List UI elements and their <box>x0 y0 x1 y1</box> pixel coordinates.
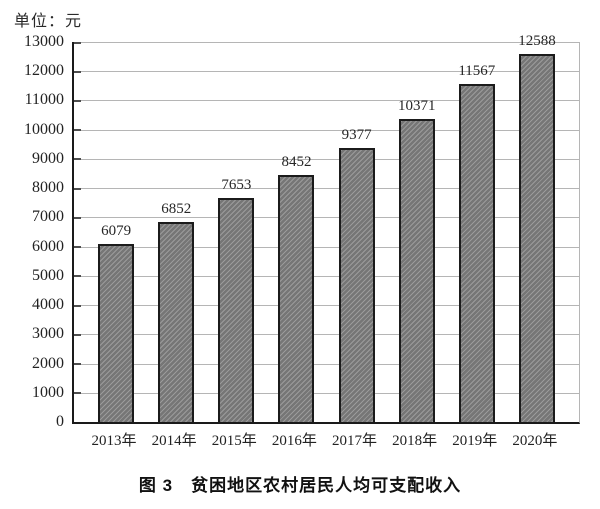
bar-value-label: 6852 <box>161 200 192 217</box>
bar-column: 6852 <box>146 42 206 422</box>
gridline <box>74 129 579 131</box>
y-tick-label: 11000 <box>24 91 64 109</box>
y-tick <box>74 41 81 44</box>
y-tick <box>74 187 81 190</box>
x-tick-label: 2014年 <box>151 433 197 449</box>
bar <box>338 147 375 422</box>
y-tick <box>74 158 81 161</box>
x-axis-labels: 2013年 2014年 2015年 2016年 2017年 2018年 2019年 2020年 <box>72 429 577 450</box>
y-tick <box>74 304 81 307</box>
y-tick-label: 2000 <box>32 354 64 372</box>
bar-column: 10371 <box>387 42 447 422</box>
unit-label: 单位：元 <box>14 13 83 30</box>
gridline <box>74 305 579 307</box>
gridline <box>74 158 579 160</box>
bar-value-label: 6079 <box>101 223 132 240</box>
bar-column: 8452 <box>266 42 326 422</box>
y-tick-label: 3000 <box>32 325 64 343</box>
y-tick-label: 10000 <box>24 120 64 138</box>
bar <box>458 83 495 422</box>
gridline <box>74 275 579 277</box>
y-tick-label: 0 <box>56 413 64 430</box>
bar <box>218 198 255 422</box>
gridline <box>74 100 579 102</box>
x-tick-label: 2020年 <box>512 433 558 449</box>
plot-area: 6079 6852 7653 8452 9377 10371 11567 12588 <box>72 33 580 424</box>
bar <box>518 54 555 422</box>
y-tick-label: 1000 <box>32 383 64 401</box>
gridline <box>74 392 579 394</box>
bar-value-label: 10371 <box>397 97 436 114</box>
bar-value-label: 12588 <box>518 33 556 50</box>
gridline <box>74 217 579 219</box>
x-tick-label: 2015年 <box>211 433 257 449</box>
y-tick <box>74 216 81 219</box>
y-tick-label: 6000 <box>32 237 64 255</box>
y-tick-label: 5000 <box>32 266 64 284</box>
y-tick-label: 9000 <box>32 149 64 167</box>
y-tick <box>74 70 81 73</box>
bar-column: 11567 <box>447 42 507 422</box>
x-tick-label: 2013年 <box>91 433 137 449</box>
gridline <box>74 42 579 43</box>
y-tick <box>74 246 81 249</box>
bar-value-label: 9377 <box>341 126 372 143</box>
x-tick-label: 2016年 <box>271 433 317 449</box>
bar <box>398 118 435 422</box>
gridline <box>74 246 579 248</box>
figure-caption: 图 3 贫困地区农村居民人均可支配收入 <box>138 476 462 495</box>
bar-column: 6079 <box>86 42 146 422</box>
bar-column: 9377 <box>327 42 387 422</box>
bar <box>98 244 135 422</box>
y-axis-labels: 0 1000 2000 3000 4000 5000 6000 7000 8000 9000 100… <box>0 34 64 430</box>
y-tick <box>74 275 81 278</box>
bar-value-label: 11567 <box>458 62 496 79</box>
y-tick-label: 12000 <box>24 62 64 80</box>
y-tick <box>74 333 81 336</box>
y-tick-label: 4000 <box>32 296 64 314</box>
y-tick <box>74 99 81 102</box>
y-tick-label: 7000 <box>32 208 64 226</box>
bar <box>158 221 195 422</box>
bar <box>278 174 315 422</box>
y-tick-label: 8000 <box>32 179 64 197</box>
y-tick <box>74 129 81 132</box>
y-tick <box>74 392 81 395</box>
gridline <box>74 334 579 336</box>
x-tick-label: 2019年 <box>452 433 498 449</box>
y-tick-label: 13000 <box>24 33 64 50</box>
gridline <box>74 188 579 190</box>
gridline <box>74 363 579 365</box>
bar-column: 12588 <box>507 33 567 422</box>
bar-column: 7653 <box>206 42 266 422</box>
y-tick <box>74 363 81 366</box>
x-tick-label: 2018年 <box>392 433 438 449</box>
bar-value-label: 8452 <box>281 153 312 170</box>
bar-value-label: 7653 <box>221 177 252 194</box>
x-tick-label: 2017年 <box>332 433 378 449</box>
bars-layer: 6079 6852 7653 8452 9377 10371 11567 12588 <box>74 33 579 422</box>
gridline <box>74 71 579 73</box>
